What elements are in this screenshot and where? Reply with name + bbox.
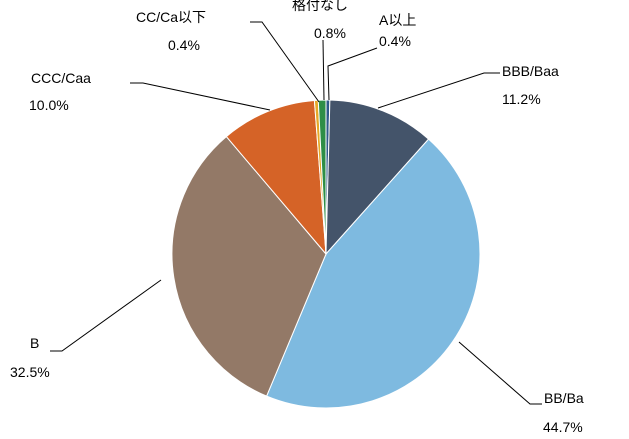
slice-name-label: 格付なし [292, 0, 348, 13]
pie-slices [171, 99, 481, 409]
slice-value-label: 11.2% [502, 91, 541, 107]
leader-line-b [50, 279, 162, 352]
pie-slice-bb-ba [265, 138, 481, 409]
leader-line-slice-6 [322, 39, 325, 101]
leader-line-cc-ca [250, 21, 320, 103]
slice-name-label: BBB/Baa [502, 63, 559, 79]
leader-line-a [327, 47, 378, 101]
leader-line-bb-ba [458, 341, 542, 405]
leader-line-bbb-baa [377, 72, 500, 109]
slice-value-label: 0.4% [168, 37, 200, 53]
slice-name-label: BB/Ba [544, 390, 584, 406]
slice-name-label: CCC/Caa [31, 70, 91, 86]
pie-slice-bbb-baa [325, 99, 430, 256]
leader-line-ccc-caa [130, 82, 271, 111]
slice-name-label: A以上 [379, 12, 416, 28]
slice-name-label: CC/Ca以下 [136, 9, 206, 25]
slice-name-label: B [30, 335, 39, 351]
leader-lines [50, 21, 542, 405]
pie-slice-b [171, 135, 327, 397]
slice-value-label: 0.4% [379, 33, 411, 49]
pie-slice-ccc-caa [225, 99, 327, 256]
slice-value-label: 10.0% [29, 97, 69, 113]
slice-value-label: 0.8% [314, 25, 346, 41]
slice-labels: A以上 0.4% BBB/Baa 11.2% BB/Ba 44.7% B 32.5% CCC/C… [10, 0, 584, 435]
slice-value-label: 32.5% [10, 364, 50, 380]
slice-value-label: 44.7% [543, 419, 583, 435]
